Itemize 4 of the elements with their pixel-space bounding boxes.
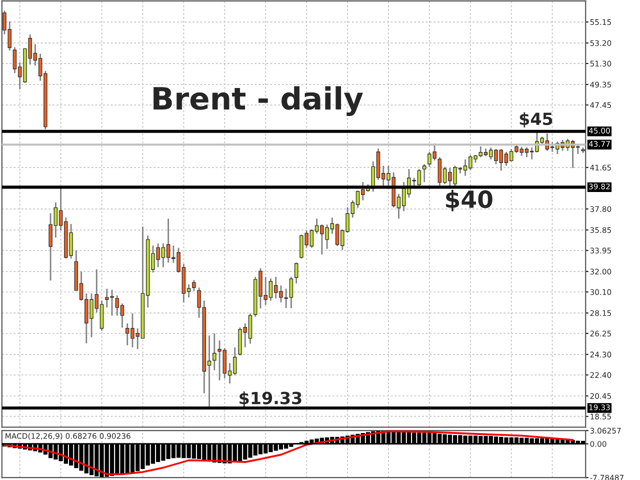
annotation: $45 xyxy=(520,112,552,128)
annotation: $19.33 xyxy=(240,391,302,407)
text: Brent - daily xyxy=(154,86,363,116)
annotation: $40 xyxy=(446,190,492,212)
